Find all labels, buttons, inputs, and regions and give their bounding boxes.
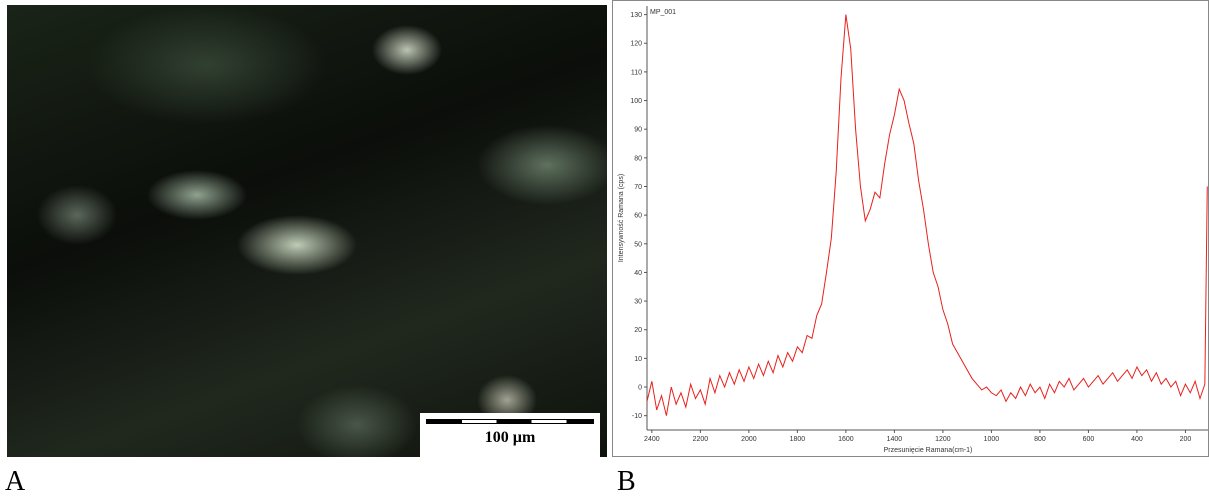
spectrum-line	[646, 14, 1208, 416]
x-tick-label: 600	[1083, 436, 1095, 443]
legend-label: MP_001	[650, 9, 676, 16]
chart-frame	[612, 0, 1209, 457]
y-tick-label: 130	[630, 12, 642, 19]
panel-label: B	[617, 466, 636, 497]
y-tick-label: 80	[634, 155, 642, 162]
micrograph	[7, 5, 607, 457]
scale-bar-label: 100 µm	[484, 429, 536, 446]
x-tick-label: 1400	[887, 436, 903, 443]
y-tick-label: 120	[630, 41, 642, 48]
chart: Intensywność Ramana (cps) Przesunięcie R…	[612, 0, 1209, 457]
y-axis-label: Intensywność Ramana (cps)	[618, 174, 625, 262]
y-tick-label: 90	[634, 127, 642, 134]
y-tick-label: 30	[634, 299, 642, 306]
y-tick-label: 0	[638, 385, 642, 392]
x-tick-label: 800	[1034, 436, 1046, 443]
x-tick-label: 1800	[790, 436, 806, 443]
x-tick-label: 1600	[838, 436, 854, 443]
y-tick-label: 60	[634, 213, 642, 220]
y-tick-label: 50	[634, 241, 642, 248]
x-tick-label: 1200	[935, 436, 951, 443]
y-tick-label: 20	[634, 327, 642, 334]
y-tick-label: 70	[634, 184, 642, 191]
x-tick-label: 400	[1131, 436, 1143, 443]
panel-label: A	[5, 466, 26, 497]
x-tick-label: 2400	[644, 436, 660, 443]
scale-bar: 100 µm	[420, 413, 600, 457]
x-tick-label: 200	[1180, 436, 1192, 443]
y-tick-label: 100	[630, 98, 642, 105]
x-axis-label: Przesunięcie Ramana(cm-1)	[884, 447, 973, 454]
x-tick-label: 2000	[741, 436, 757, 443]
y-tick-label: 40	[634, 270, 642, 277]
x-tick-label: 2200	[693, 436, 709, 443]
y-tick-label: 110	[631, 69, 642, 76]
scale-bar-line	[426, 419, 594, 424]
x-tick-label: 1000	[984, 436, 1000, 443]
y-tick-label: 10	[634, 356, 642, 363]
y-tick-label: -10	[632, 413, 642, 420]
